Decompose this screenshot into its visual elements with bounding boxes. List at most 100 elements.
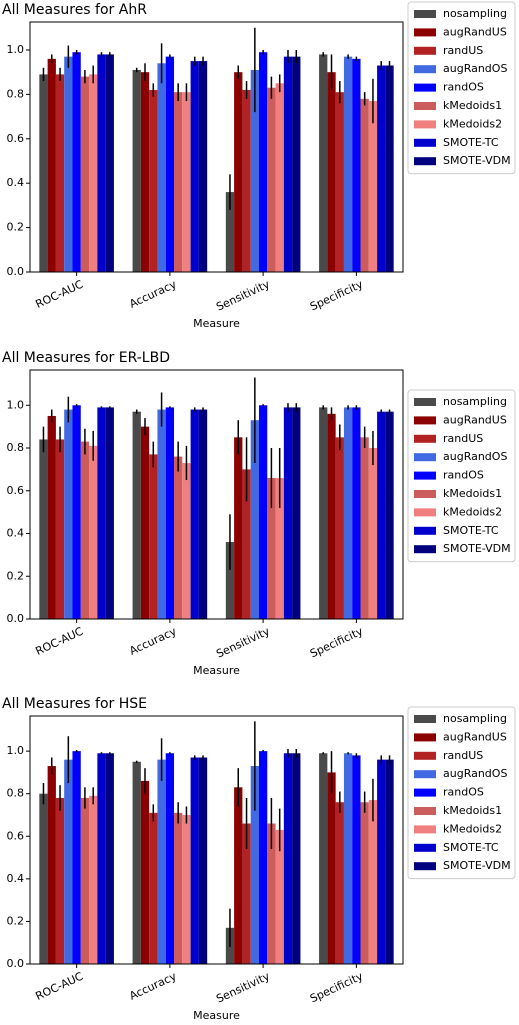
x-tick-label: Accuracy <box>127 969 178 1002</box>
bar <box>72 405 81 619</box>
bar <box>368 448 378 619</box>
legend-label: SMOTE-VDM <box>443 859 511 872</box>
bar <box>55 439 65 619</box>
bar <box>174 812 183 964</box>
bar <box>157 63 166 272</box>
chart-title: All Measures for ER-LBD <box>2 350 170 366</box>
bar <box>275 829 284 964</box>
bar <box>47 766 56 964</box>
bar <box>64 409 73 619</box>
bar <box>39 439 48 619</box>
bar <box>343 407 353 619</box>
legend-label: nosampling <box>443 712 507 725</box>
bar <box>385 411 394 619</box>
bar <box>190 61 199 272</box>
legend-label: randUS <box>443 749 483 762</box>
x-tick-label: Sensitivity <box>214 969 272 1005</box>
bar <box>267 87 276 272</box>
bar <box>105 753 114 964</box>
x-tick-label: Specificity <box>308 969 365 1005</box>
bar <box>385 65 394 272</box>
legend-label: kMedoids2 <box>443 117 502 130</box>
x-axis-label: Measure <box>193 317 240 330</box>
bar <box>132 69 141 273</box>
x-tick-label: ROC-AUC <box>33 278 85 311</box>
legend-swatch <box>414 807 436 815</box>
bar <box>165 407 175 619</box>
bar <box>343 56 353 272</box>
bar <box>97 54 106 272</box>
bar <box>72 52 81 273</box>
x-axis-label: Measure <box>193 1009 240 1022</box>
y-tick-label: 0.4 <box>7 176 25 189</box>
y-tick-label: 0.4 <box>7 527 25 540</box>
bar <box>377 759 386 964</box>
bar <box>258 751 268 964</box>
chart-panel: All Measures for HSE 0.0 0.2 0.4 0.6 0.8 1.0 RO… <box>2 696 516 1022</box>
bar <box>360 802 369 964</box>
bar <box>132 761 141 964</box>
bar <box>242 823 251 964</box>
bar <box>89 795 98 964</box>
legend-swatch <box>414 28 436 37</box>
bar <box>327 772 336 964</box>
legend-swatch <box>414 843 436 852</box>
legend-swatch <box>414 490 436 498</box>
bar <box>190 409 199 619</box>
plot-frame <box>29 715 404 965</box>
y-tick-label: 0.0 <box>7 957 25 970</box>
y-tick-label: 1.0 <box>7 43 25 56</box>
y-tick-label: 0.6 <box>7 132 25 145</box>
bar <box>377 65 386 272</box>
legend-label: SMOTE-TC <box>443 136 499 149</box>
bar <box>335 802 344 964</box>
x-tick-label: Sensitivity <box>214 624 272 660</box>
bar <box>149 454 158 619</box>
bar <box>165 753 175 964</box>
bar <box>157 759 166 964</box>
chart-title: All Measures for HSE <box>2 696 147 712</box>
legend-swatch <box>414 770 436 779</box>
bar <box>258 52 268 273</box>
legend-label: kMedoids2 <box>443 822 502 835</box>
bar <box>174 92 183 273</box>
legend-label: randOS <box>443 786 484 799</box>
bar <box>319 407 328 619</box>
bar <box>327 413 336 619</box>
legend-label: randOS <box>443 469 484 482</box>
legend-label: SMOTE-TC <box>443 524 499 537</box>
bar <box>198 409 208 619</box>
legend-box <box>407 389 516 563</box>
legend-label: nosampling <box>443 7 507 20</box>
y-tick-label: 0.2 <box>7 914 25 927</box>
legend-label: kMedoids1 <box>443 99 502 112</box>
bar <box>352 58 361 273</box>
bar <box>267 477 276 619</box>
bar <box>352 755 361 964</box>
bar <box>385 759 394 964</box>
legend-label: augRandOS <box>443 62 507 75</box>
legend-swatch <box>414 508 436 517</box>
bar <box>368 101 378 272</box>
legend-swatch <box>414 398 436 406</box>
bar <box>327 72 336 273</box>
legend-swatch <box>414 545 436 554</box>
legend-swatch <box>414 526 436 535</box>
bar <box>258 405 268 619</box>
y-tick-label: 1.0 <box>7 744 25 757</box>
bar <box>360 98 369 272</box>
legend-swatch <box>414 65 436 74</box>
legend-box <box>407 706 516 880</box>
legend-swatch <box>414 733 436 742</box>
legend-swatch <box>414 715 436 723</box>
legend-swatch <box>414 825 436 834</box>
bar <box>368 800 378 964</box>
legend-swatch <box>414 138 436 147</box>
legend-swatch <box>414 862 436 871</box>
legend-label: kMedoids1 <box>443 804 502 817</box>
y-tick-label: 0.0 <box>7 612 25 625</box>
bar <box>225 192 235 272</box>
bar <box>182 462 191 619</box>
bar <box>198 61 208 272</box>
